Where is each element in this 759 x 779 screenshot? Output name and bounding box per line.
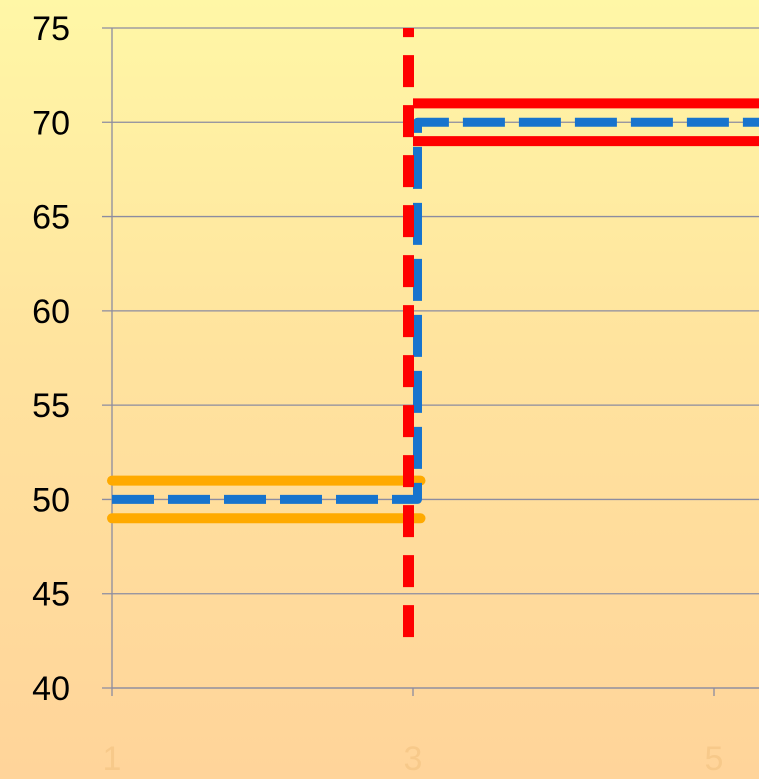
- y-axis-ticks: 40 45 50 55 60 65 70 75: [32, 10, 70, 708]
- y-tick-label-75: 75: [32, 10, 70, 48]
- y-tick-label-40: 40: [32, 670, 70, 708]
- x-tick-label-3: 3: [404, 740, 423, 778]
- y-tick-label-50: 50: [32, 481, 70, 519]
- x-tick-label-1: 1: [103, 740, 122, 778]
- x-tick-label-5: 5: [705, 740, 724, 778]
- y-tick-label-45: 45: [32, 576, 70, 614]
- y-tick-label-55: 55: [32, 387, 70, 425]
- y-tick-label-70: 70: [32, 104, 70, 142]
- x-axis-ticks: 1 3 5: [103, 740, 724, 778]
- y-tick-label-60: 60: [32, 293, 70, 331]
- grid-lines: [102, 27, 759, 689]
- series-group: [107, 28, 759, 638]
- axes: [111, 28, 759, 696]
- series-line-5: [112, 117, 759, 504]
- y-tick-label-65: 65: [32, 199, 70, 237]
